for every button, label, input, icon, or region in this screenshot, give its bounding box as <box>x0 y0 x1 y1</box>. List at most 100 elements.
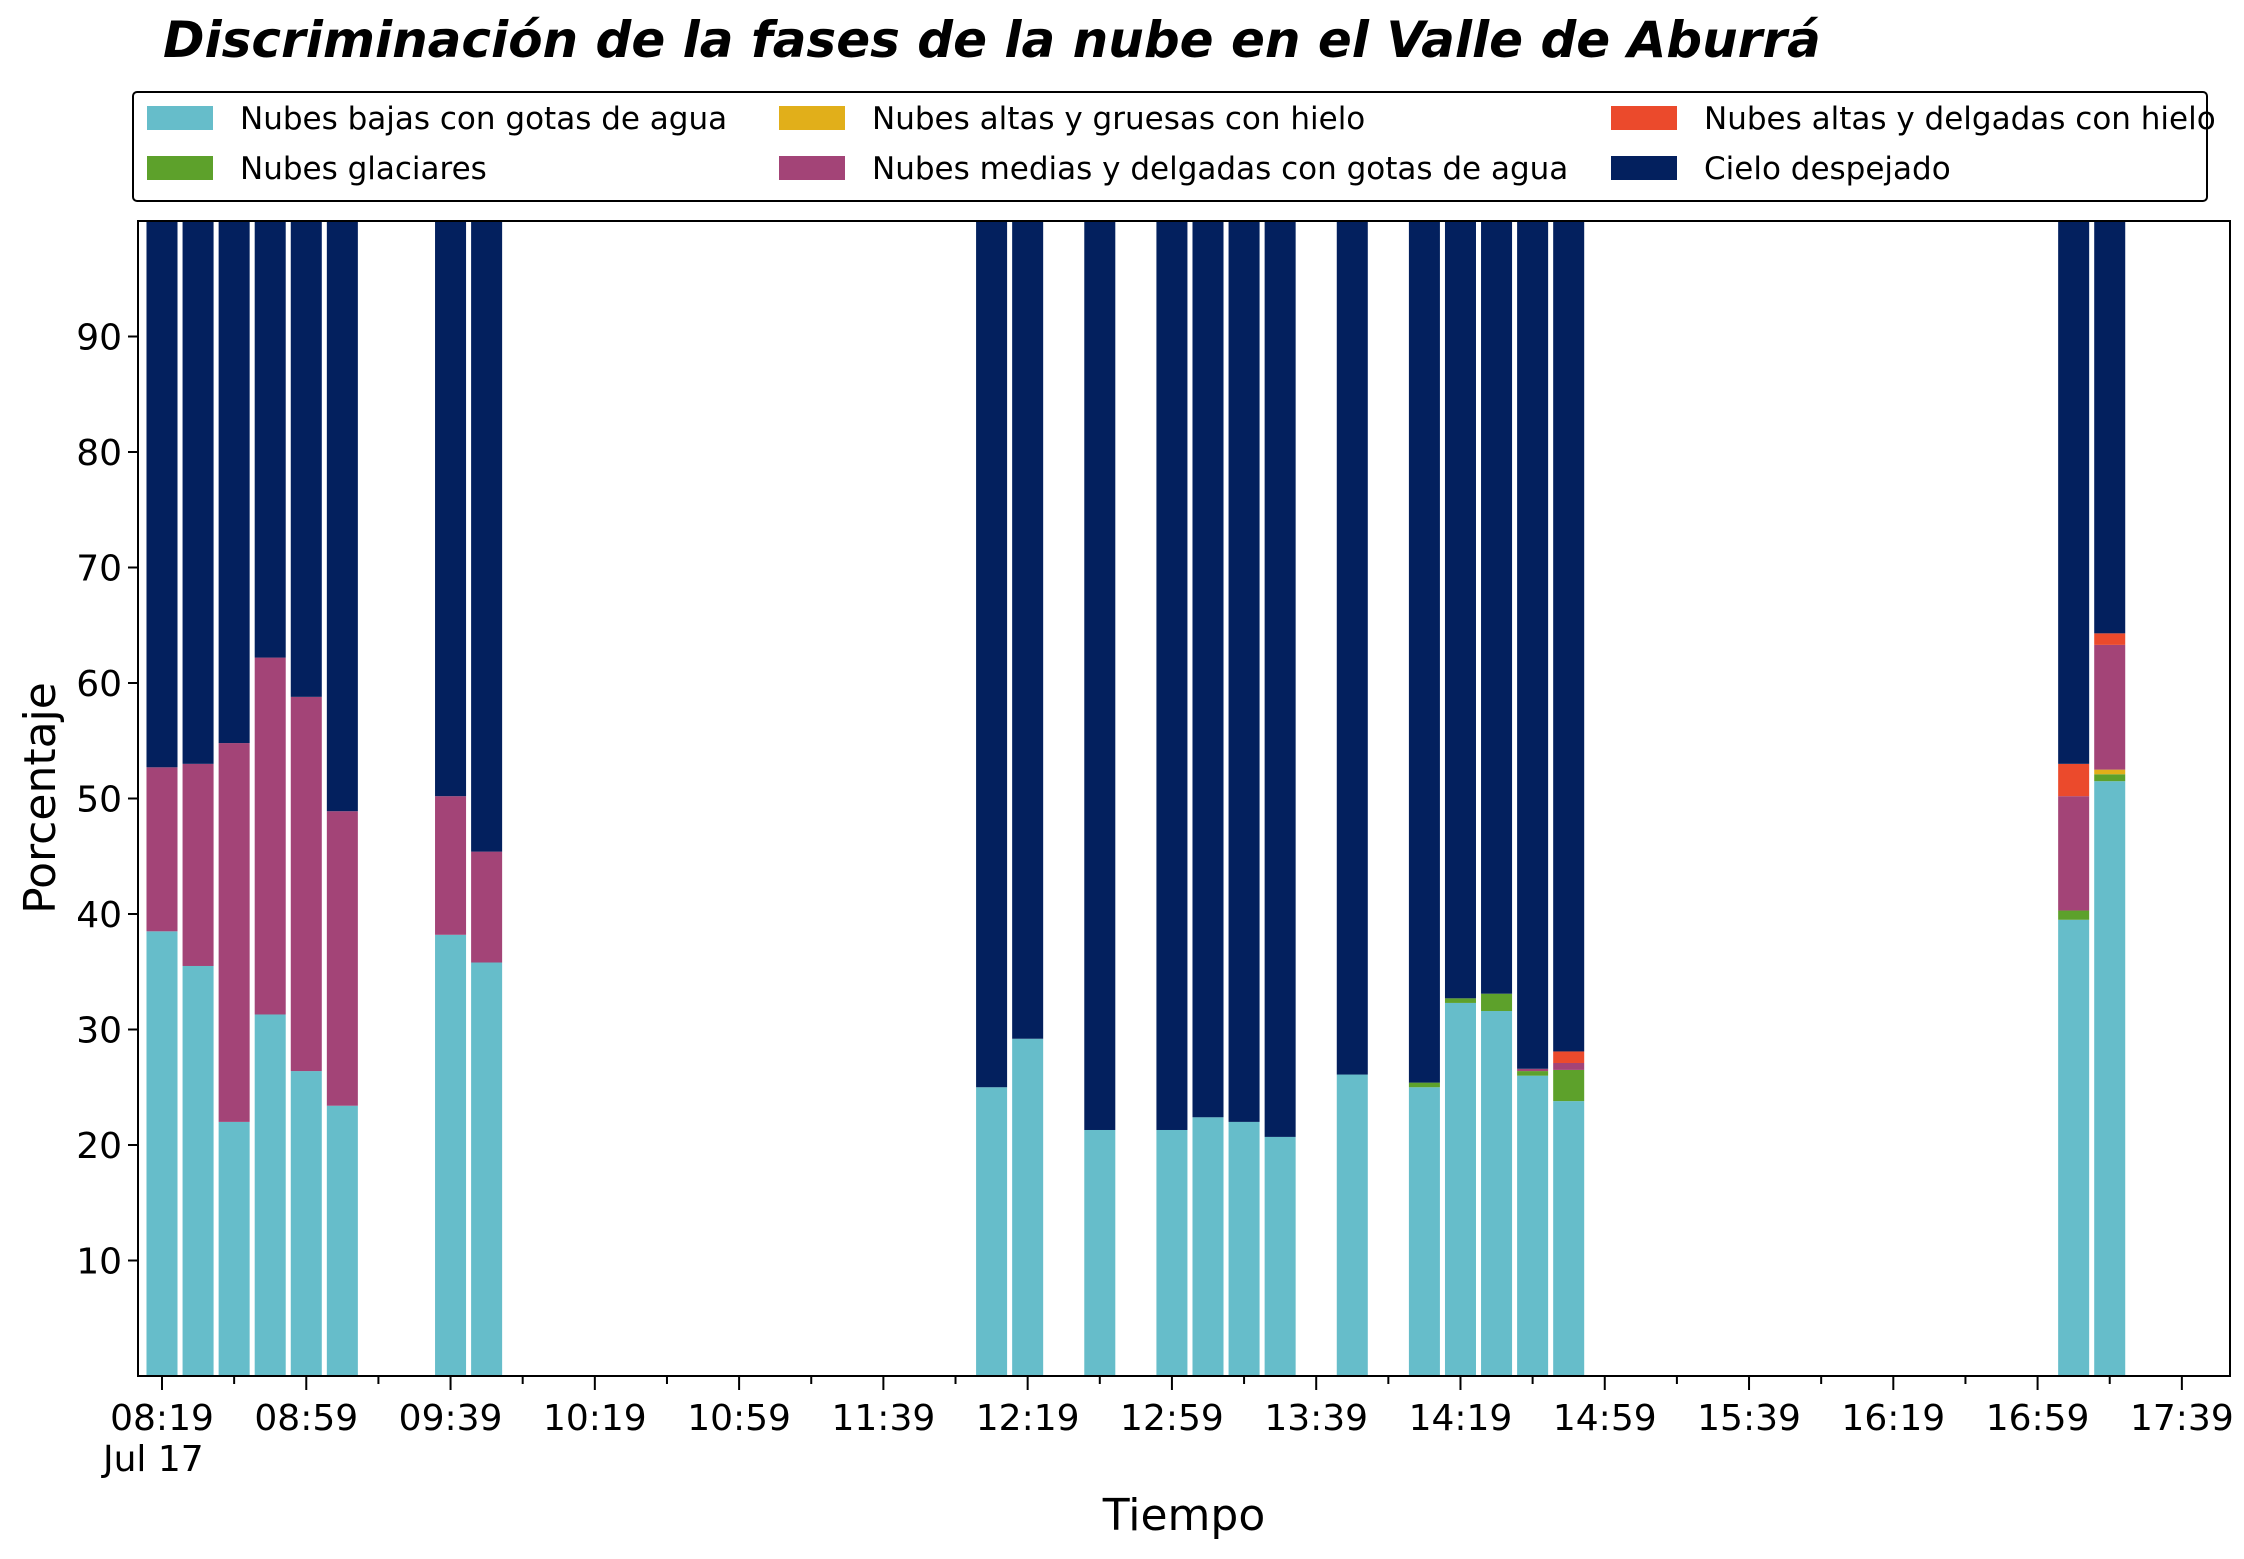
bar-segment-clear-6 <box>435 221 467 797</box>
x-tick-label-4: 10:59 <box>687 1398 791 1439</box>
y-tick-label-8: 90 <box>76 318 122 359</box>
y-tick-label-0: 10 <box>76 1242 122 1283</box>
x-date-label: Jul 17 <box>101 1439 204 1480</box>
y-tick-label-3: 40 <box>76 895 122 936</box>
x-tick-label-12: 16:19 <box>1841 1398 1945 1439</box>
legend-swatch-clear <box>1611 156 1677 180</box>
bar-segment-low_water-1 <box>182 965 214 1376</box>
bar-segment-high_thick_ice-22 <box>2094 769 2126 775</box>
x-tick-label-0: 08:19 <box>110 1398 214 1439</box>
bar-segment-mid_thin_water-19 <box>1517 1068 1549 1072</box>
x-tick-label-11: 15:39 <box>1697 1398 1801 1439</box>
bars-layer <box>146 221 2126 1376</box>
bar-segment-glacial-18 <box>1481 993 1513 1012</box>
bar-segment-low_water-3 <box>254 1014 286 1376</box>
bar-segment-glacial-16 <box>1408 1082 1440 1088</box>
bar-segment-clear-5 <box>326 221 358 812</box>
bar-segment-high_thin_ice-20 <box>1553 1051 1585 1063</box>
bar-segment-high_thin_ice-22 <box>2094 633 2126 645</box>
chart-title: Discriminación de la fases de la nube en… <box>163 11 1821 69</box>
bar-segment-clear-14 <box>1264 221 1296 1137</box>
bar-segment-low_water-0 <box>146 931 178 1376</box>
legend-frame <box>132 91 2208 202</box>
bar-segment-mid_thin_water-20 <box>1553 1062 1585 1070</box>
bar-segment-mid_thin_water-2 <box>218 743 250 1122</box>
y-tick-label-1: 20 <box>76 1126 122 1167</box>
legend-label-clear: Cielo despejado <box>1704 151 1951 187</box>
bar-segment-clear-20 <box>1553 221 1585 1052</box>
bar-segment-clear-9 <box>1012 221 1044 1039</box>
bar-segment-clear-0 <box>146 221 178 768</box>
x-tick-label-2: 09:39 <box>399 1398 503 1439</box>
bar-segment-glacial-19 <box>1517 1071 1549 1076</box>
bar-segment-high_thin_ice-21 <box>2058 763 2090 797</box>
bar-segment-clear-13 <box>1228 221 1260 1122</box>
bar-segment-clear-1 <box>182 221 214 764</box>
x-tick-label-14: 17:39 <box>2130 1398 2234 1439</box>
bar-segment-low_water-5 <box>326 1105 358 1376</box>
x-tick-label-9: 14:19 <box>1409 1398 1513 1439</box>
y-tick-label-5: 60 <box>76 664 122 705</box>
bar-segment-mid_thin_water-21 <box>2058 796 2090 911</box>
bar-segment-low_water-16 <box>1408 1087 1440 1376</box>
bar-segment-low_water-15 <box>1336 1074 1368 1376</box>
legend-swatch-high_thin_ice <box>1611 106 1677 130</box>
bar-segment-clear-10 <box>1084 221 1116 1130</box>
y-tick-label-4: 50 <box>76 780 122 821</box>
bar-segment-glacial-17 <box>1444 998 1476 1003</box>
legend-label-low_water: Nubes bajas con gotas de agua <box>240 101 727 137</box>
bar-segment-mid_thin_water-6 <box>435 796 467 935</box>
bar-segment-low_water-17 <box>1444 1002 1476 1376</box>
bar-segment-low_water-6 <box>435 934 467 1376</box>
legend: Nubes bajas con gotas de agua Nubes glaci… <box>132 91 2216 202</box>
bar-segment-clear-2 <box>218 221 250 744</box>
x-tick-label-6: 12:19 <box>976 1398 1080 1439</box>
legend-swatch-mid_thin_water <box>779 156 845 180</box>
legend-label-high_thick_ice: Nubes altas y gruesas con hielo <box>872 101 1365 137</box>
bar-segment-clear-3 <box>254 221 286 658</box>
bar-segment-low_water-7 <box>471 962 503 1376</box>
x-tick-label-7: 12:59 <box>1120 1398 1224 1439</box>
bar-segment-glacial-22 <box>2094 774 2126 782</box>
bar-segment-clear-18 <box>1481 221 1513 994</box>
bar-segment-clear-12 <box>1192 221 1224 1118</box>
bar-segment-low_water-8 <box>976 1087 1008 1376</box>
x-tick-label-8: 13:39 <box>1264 1398 1368 1439</box>
bar-segment-clear-8 <box>976 221 1008 1088</box>
legend-label-high_thin_ice: Nubes altas y delgadas con hielo <box>1704 101 2216 137</box>
bar-segment-low_water-4 <box>290 1071 322 1376</box>
x-axis-label: Tiempo <box>1102 1490 1266 1541</box>
legend-label-mid_thin_water: Nubes medias y delgadas con gotas de agu… <box>872 151 1568 187</box>
bar-segment-glacial-21 <box>2058 910 2090 920</box>
bar-segment-low_water-13 <box>1228 1121 1260 1376</box>
bar-segment-mid_thin_water-5 <box>326 811 358 1106</box>
x-tick-label-1: 08:59 <box>254 1398 358 1439</box>
y-tick-label-2: 30 <box>76 1011 122 1052</box>
bar-segment-clear-16 <box>1408 221 1440 1083</box>
bar-segment-low_water-11 <box>1156 1129 1188 1376</box>
legend-swatch-low_water <box>147 106 213 130</box>
bar-segment-clear-19 <box>1517 221 1549 1069</box>
bar-segment-low_water-22 <box>2094 781 2126 1376</box>
bar-segment-mid_thin_water-0 <box>146 767 178 932</box>
y-tick-label-6: 70 <box>76 549 122 590</box>
bar-segment-clear-11 <box>1156 221 1188 1130</box>
x-tick-label-10: 14:59 <box>1553 1398 1657 1439</box>
bar-segment-low_water-18 <box>1481 1011 1513 1376</box>
bar-segment-mid_thin_water-1 <box>182 763 214 966</box>
bar-segment-low_water-12 <box>1192 1117 1224 1376</box>
bar-segment-mid_thin_water-22 <box>2094 644 2126 770</box>
x-axis: 08:19 08:59 09:39 10:19 10:59 11:39 12:19 12:59… <box>110 1376 2234 1439</box>
bar-segment-clear-17 <box>1444 221 1476 999</box>
legend-swatch-high_thick_ice <box>779 106 845 130</box>
bar-segment-mid_thin_water-3 <box>254 657 286 1015</box>
y-tick-label-7: 80 <box>76 433 122 474</box>
y-axis-label: Porcentaje <box>15 682 66 914</box>
bar-segment-low_water-19 <box>1517 1075 1549 1376</box>
bar-segment-clear-15 <box>1336 221 1368 1075</box>
bar-segment-low_water-2 <box>218 1121 250 1376</box>
x-tick-label-3: 10:19 <box>543 1398 647 1439</box>
bar-segment-low_water-20 <box>1553 1101 1585 1376</box>
bar-segment-clear-4 <box>290 221 322 697</box>
